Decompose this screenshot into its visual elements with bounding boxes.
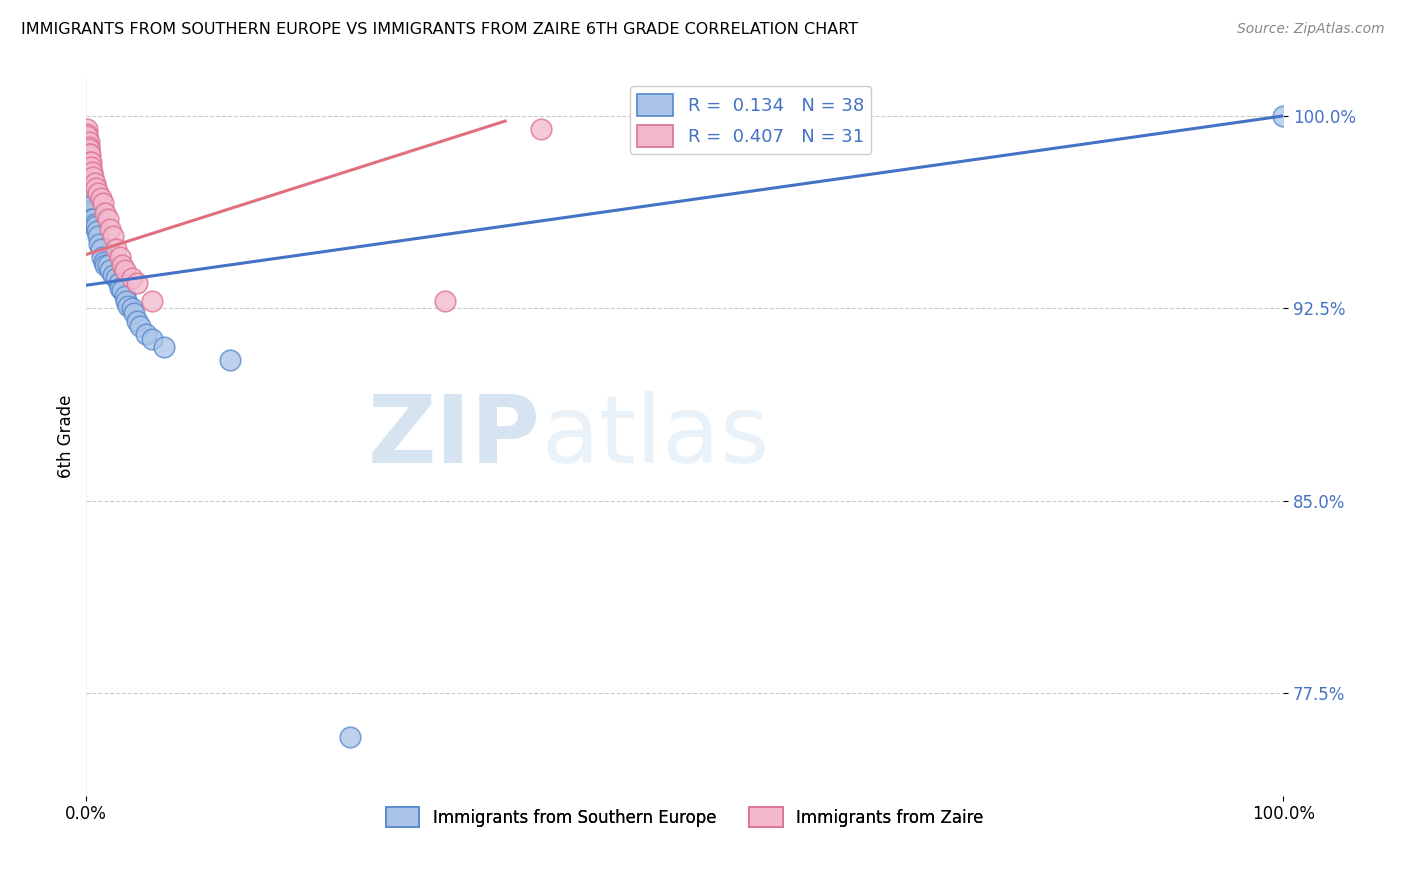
Y-axis label: 6th Grade: 6th Grade — [58, 395, 75, 478]
Point — [80, 211, 103, 226]
Point — [79, 147, 101, 161]
Point — [97, 211, 120, 226]
Point — [114, 293, 136, 308]
Point — [77, 139, 100, 153]
Point — [141, 293, 163, 308]
Legend: Immigrants from Southern Europe, Immigrants from Zaire: Immigrants from Southern Europe, Immigra… — [380, 800, 990, 834]
Point — [77, 147, 100, 161]
Point — [97, 258, 120, 272]
Point — [79, 206, 101, 220]
Point — [87, 229, 110, 244]
Point — [77, 135, 100, 149]
Point — [129, 319, 152, 334]
Point — [219, 352, 242, 367]
Point — [87, 186, 110, 200]
Point — [76, 127, 98, 141]
Point — [108, 250, 131, 264]
Point — [93, 255, 115, 269]
Point — [82, 211, 104, 226]
Point — [111, 284, 134, 298]
Point — [89, 237, 111, 252]
Point — [84, 180, 107, 194]
Point — [111, 258, 134, 272]
Point — [80, 155, 103, 169]
Point — [530, 121, 553, 136]
Text: ZIP: ZIP — [368, 391, 541, 483]
Point — [79, 155, 101, 169]
Point — [79, 199, 101, 213]
Point — [77, 142, 100, 156]
Point — [82, 217, 104, 231]
Point — [121, 270, 143, 285]
Point — [94, 206, 117, 220]
Point — [90, 191, 112, 205]
Point — [125, 314, 148, 328]
Point — [76, 191, 98, 205]
Point — [98, 263, 121, 277]
Text: Source: ZipAtlas.com: Source: ZipAtlas.com — [1237, 22, 1385, 37]
Point — [90, 243, 112, 257]
Point — [1272, 109, 1295, 123]
Point — [101, 229, 124, 244]
Point — [108, 281, 131, 295]
Point — [125, 276, 148, 290]
Point — [105, 270, 128, 285]
Point — [83, 217, 105, 231]
Point — [94, 258, 117, 272]
Point — [84, 219, 107, 234]
Point — [121, 301, 143, 316]
Point — [76, 121, 98, 136]
Point — [105, 243, 128, 257]
Point — [339, 730, 361, 744]
Point — [82, 165, 104, 179]
Point — [80, 160, 103, 174]
Point — [122, 306, 145, 320]
Point — [101, 268, 124, 282]
Point — [117, 299, 139, 313]
Point — [434, 293, 457, 308]
Point — [114, 263, 136, 277]
Point — [86, 224, 108, 238]
Text: atlas: atlas — [541, 391, 769, 483]
Text: IMMIGRANTS FROM SOUTHERN EUROPE VS IMMIGRANTS FROM ZAIRE 6TH GRADE CORRELATION C: IMMIGRANTS FROM SOUTHERN EUROPE VS IMMIG… — [21, 22, 858, 37]
Point — [76, 186, 98, 200]
Point — [77, 203, 100, 218]
Point — [98, 222, 121, 236]
Point — [107, 276, 129, 290]
Point — [153, 340, 176, 354]
Point — [77, 199, 100, 213]
Point — [141, 332, 163, 346]
Point — [90, 250, 112, 264]
Point — [76, 129, 98, 144]
Point — [91, 196, 114, 211]
Point — [83, 176, 105, 190]
Point — [82, 170, 104, 185]
Point — [135, 326, 157, 341]
Point — [114, 288, 136, 302]
